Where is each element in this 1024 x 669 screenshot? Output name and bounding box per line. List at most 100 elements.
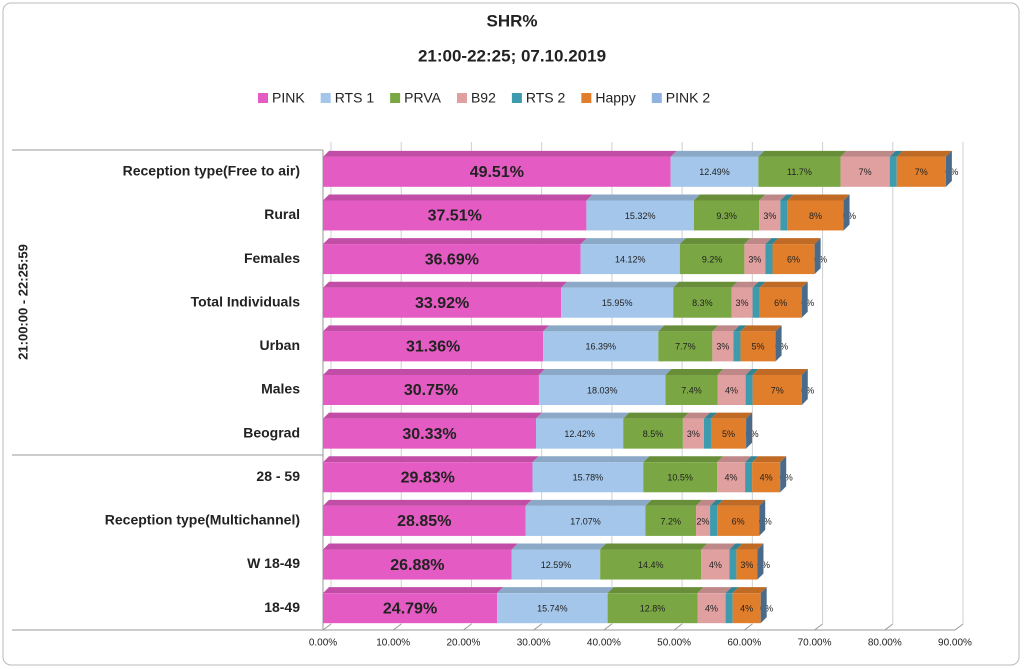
- data-label: 7%: [859, 167, 872, 177]
- bar-side: [780, 456, 787, 493]
- y-tick-label: Males: [261, 381, 300, 397]
- legend-label: PINK: [272, 90, 305, 106]
- bar: [607, 593, 698, 624]
- bar: [758, 156, 841, 187]
- data-label: 7%: [771, 385, 784, 395]
- bar-top: [733, 325, 747, 332]
- data-label: 15.95%: [602, 298, 633, 308]
- bar: [323, 331, 544, 362]
- bar: [732, 593, 761, 624]
- data-label: 26.88%: [390, 557, 444, 574]
- x-tick-label: 40.00%: [587, 638, 621, 649]
- bar-top: [710, 499, 724, 506]
- legend-swatch: [258, 93, 268, 103]
- bar: [673, 287, 732, 318]
- y-tick-label: Females: [244, 250, 300, 266]
- data-label: 3%: [740, 560, 753, 570]
- bar-top: [643, 456, 724, 463]
- bar: [323, 418, 536, 449]
- bar: [658, 331, 713, 362]
- bar-top: [717, 456, 752, 463]
- bar: [712, 331, 734, 362]
- bar-top: [717, 369, 752, 375]
- bar: [729, 549, 737, 580]
- x-tick-label: 30.00%: [517, 638, 551, 649]
- data-label: 8.5%: [643, 429, 664, 439]
- data-label: 3%: [748, 254, 761, 264]
- y-tick-label: Total Individuals: [191, 293, 301, 309]
- legend-label: B92: [471, 90, 496, 106]
- bar-top: [658, 325, 719, 332]
- bar: [717, 375, 746, 405]
- legend-label: RTS 2: [526, 90, 566, 106]
- bar-top: [759, 194, 787, 201]
- bar: [772, 244, 815, 275]
- y-tick-label: Urban: [260, 337, 300, 353]
- bar-top: [323, 194, 593, 201]
- x-tick-label: 20.00%: [446, 638, 480, 649]
- bar-side: [759, 499, 766, 536]
- data-label: 9.2%: [702, 254, 723, 264]
- bar-top: [740, 325, 782, 332]
- bar-top: [323, 238, 587, 245]
- bar: [323, 462, 533, 493]
- bar-top: [772, 238, 821, 245]
- bar-top: [696, 499, 717, 506]
- bar: [759, 287, 802, 318]
- data-label: 30.33%: [402, 426, 456, 443]
- bar-top: [745, 369, 759, 375]
- tick-mark: [744, 623, 753, 631]
- bar-top: [703, 412, 717, 419]
- data-label: 7.7%: [675, 342, 696, 352]
- data-label: 6%: [774, 298, 787, 308]
- data-label: 7.2%: [660, 516, 681, 526]
- bar-top: [732, 587, 767, 594]
- bar: [696, 505, 711, 536]
- legend-swatch: [456, 93, 467, 103]
- tick-mark: [463, 623, 472, 631]
- bar: [710, 418, 747, 449]
- bar: [497, 593, 608, 624]
- bar-top: [538, 369, 672, 375]
- bar: [745, 375, 753, 405]
- bar-top: [543, 325, 665, 332]
- bar-top: [323, 150, 677, 157]
- legend-swatch: [581, 93, 592, 103]
- bar-top: [752, 369, 808, 375]
- bar-top: [682, 412, 710, 419]
- data-label: 14.4%: [638, 560, 664, 570]
- data-label: 28.85%: [397, 513, 451, 530]
- y-tick-label: 28 - 59: [256, 468, 300, 484]
- bar: [765, 244, 773, 275]
- data-label: 12.49%: [699, 167, 730, 177]
- bar: [733, 331, 741, 362]
- bar: [525, 505, 646, 536]
- y-tick-label: Rural: [264, 206, 300, 222]
- data-label: 4%: [709, 560, 722, 570]
- bar-top: [623, 412, 689, 419]
- bar-top: [607, 587, 704, 594]
- bar-top: [745, 456, 759, 463]
- bar-top: [731, 281, 759, 288]
- data-label: 30.75%: [404, 382, 458, 399]
- bar: [682, 418, 704, 449]
- tick-mark: [392, 623, 402, 631]
- bar-top: [323, 543, 518, 550]
- group-label: 21:00:00 - 22:25:59: [15, 244, 30, 360]
- bar: [586, 200, 694, 231]
- legend-swatch: [511, 93, 522, 103]
- tick-mark: [814, 623, 823, 631]
- data-label: 3%: [736, 298, 749, 308]
- data-label: 8%: [809, 211, 822, 221]
- legend-label: PRVA: [404, 90, 441, 106]
- bar-top: [645, 499, 703, 506]
- bar-side: [775, 325, 782, 362]
- data-label: 12.8%: [640, 604, 666, 614]
- bar: [745, 462, 753, 493]
- data-label: 18.03%: [587, 385, 618, 395]
- bar-side: [746, 412, 753, 449]
- x-tick-label: 60.00%: [727, 638, 761, 649]
- data-label: 8.3%: [692, 298, 713, 308]
- bar: [744, 244, 766, 275]
